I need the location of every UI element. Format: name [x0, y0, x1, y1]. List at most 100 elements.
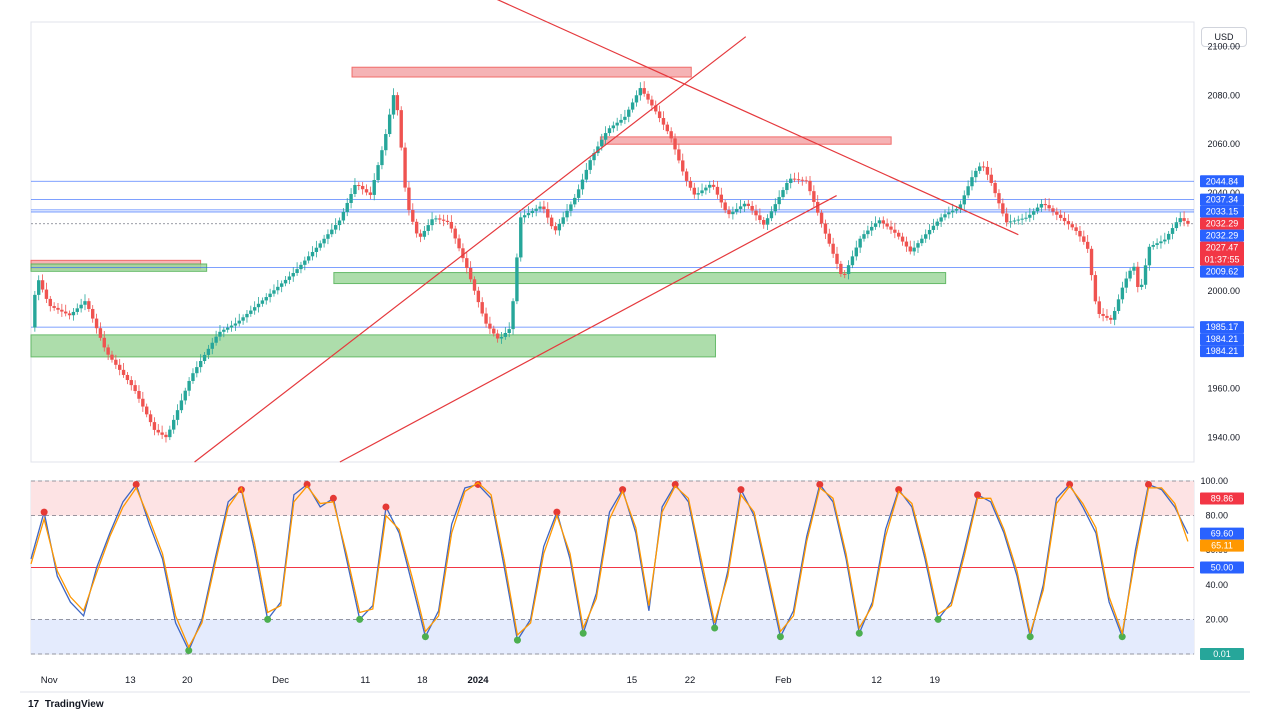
candle — [916, 243, 920, 248]
signal-dot-sell — [737, 486, 745, 494]
signal-dot-buy — [513, 636, 521, 644]
candle — [522, 215, 527, 218]
candle — [565, 210, 569, 218]
currency-button[interactable]: USD — [1201, 27, 1247, 47]
price-pane — [30, 21, 1195, 463]
candle — [870, 226, 874, 231]
candle — [588, 160, 592, 170]
candle — [357, 185, 361, 187]
candle — [881, 220, 885, 224]
candle — [499, 336, 504, 339]
candle — [187, 380, 191, 391]
k-line — [30, 483, 1189, 653]
candle — [654, 105, 658, 112]
candle — [1031, 211, 1036, 215]
candle — [291, 272, 295, 277]
candle — [908, 246, 912, 252]
signal-dot-buy — [934, 615, 942, 623]
candle — [600, 139, 604, 147]
candle — [1028, 214, 1032, 218]
trendline — [339, 195, 837, 463]
tradingview-glyph: 17 — [28, 699, 40, 710]
candle — [426, 225, 430, 231]
candle — [661, 118, 666, 125]
price-label-tag — [1200, 333, 1244, 346]
candle — [484, 313, 488, 324]
price-label-tag — [1200, 205, 1244, 218]
signal-dot-buy — [421, 633, 429, 641]
candle — [646, 93, 650, 100]
candle — [727, 210, 731, 215]
candle — [37, 280, 41, 295]
symbol-header[interactable]: Gold Spot / U.S. Dollar, 4h, FXOPEN O202… — [37, 28, 465, 39]
candle — [60, 309, 64, 312]
candle — [584, 169, 589, 180]
candle — [407, 187, 411, 211]
candle — [835, 253, 839, 264]
candle — [839, 263, 843, 274]
candle — [650, 99, 654, 106]
time-tick-label: 19 — [929, 675, 940, 686]
candle — [71, 311, 76, 316]
candle — [133, 385, 137, 391]
time-tick-label: 12 — [871, 675, 882, 686]
candle — [1174, 222, 1179, 229]
price-label-text: 2027.47 — [1206, 243, 1239, 253]
candle — [673, 138, 677, 150]
candle — [1066, 221, 1071, 225]
candle — [453, 228, 457, 239]
candle — [156, 429, 160, 433]
horizontal-levels — [31, 180, 1194, 328]
osc-tick-label: 20.00 — [1205, 614, 1228, 624]
candle — [48, 298, 52, 307]
candle — [958, 204, 963, 209]
price-label-tag — [1200, 229, 1244, 242]
candle — [627, 109, 631, 117]
candle — [341, 211, 346, 221]
price-label-text: 2037.34 — [1206, 195, 1239, 205]
candle — [287, 276, 292, 280]
candle — [102, 337, 106, 348]
candle — [168, 429, 172, 438]
candle — [326, 234, 330, 239]
candle — [1039, 203, 1044, 208]
symbol-title[interactable]: Gold Spot / U.S. Dollar, 4h, FXOPEN — [37, 28, 193, 39]
candle — [468, 268, 473, 280]
price-zones — [30, 66, 947, 358]
candle — [665, 124, 670, 132]
price-tick-label: 1980.00 — [1207, 335, 1240, 345]
price-tick-label: 1940.00 — [1207, 433, 1240, 443]
candle — [561, 217, 565, 224]
resistance-zone — [599, 136, 892, 145]
open-value: O2029.98 — [200, 28, 243, 39]
price-labels: 2044.84 2037.34 2033.15 2032.29 2032.29 2027.… — [1200, 175, 1244, 660]
candle — [372, 180, 376, 195]
resistance-zone — [351, 66, 692, 78]
candle — [981, 166, 986, 168]
candle — [1097, 301, 1101, 314]
candle — [877, 220, 882, 224]
candle — [175, 410, 180, 420]
candle — [64, 311, 68, 314]
price-label-text: 1985.17 — [1206, 322, 1239, 332]
candle — [862, 234, 866, 239]
candle — [272, 290, 276, 294]
tradingview-logo[interactable]: 17 TradingView — [28, 699, 107, 710]
candle — [569, 204, 573, 211]
candle — [889, 226, 893, 230]
candle — [935, 221, 939, 226]
candle — [542, 206, 546, 210]
candle — [1159, 241, 1163, 244]
candle — [669, 131, 673, 139]
candle — [206, 348, 211, 355]
candle — [553, 226, 558, 231]
candle — [114, 359, 118, 365]
candle — [422, 230, 427, 237]
candle — [171, 419, 176, 430]
candle — [723, 202, 727, 211]
candle — [106, 347, 110, 355]
candle — [1089, 248, 1094, 276]
candle — [1101, 313, 1105, 316]
candle — [191, 373, 195, 381]
